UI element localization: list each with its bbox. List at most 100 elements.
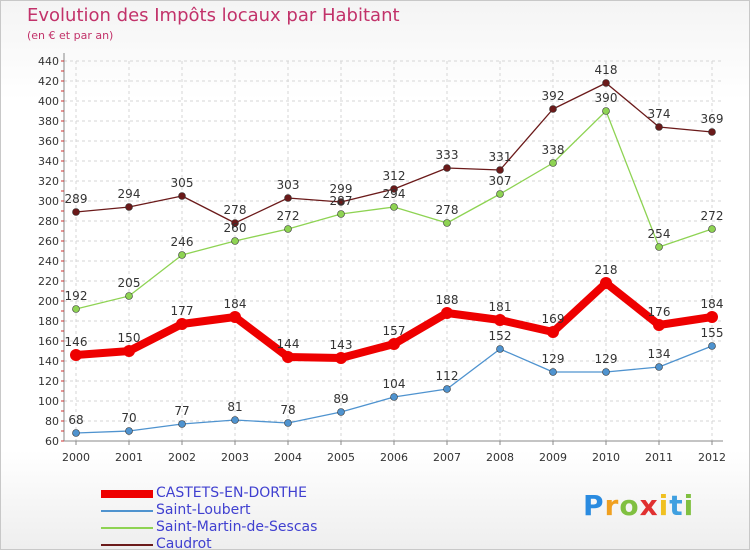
data-label: 150 [118,331,141,345]
data-point [231,416,239,424]
data-label: 246 [171,235,194,249]
data-point [390,185,398,193]
data-point [390,203,398,211]
data-point [335,352,347,364]
y-tick-label: 340 [38,155,59,168]
data-label: 278 [436,203,459,217]
legend-label: Caudrot [156,536,212,550]
y-tick-label: 220 [38,275,59,288]
data-point [655,243,663,251]
data-point [178,251,186,259]
brand-logo: Proxiti [583,489,694,522]
data-label: 294 [383,187,406,201]
data-point [125,427,133,435]
data-label: 287 [330,194,353,208]
data-point [231,237,239,245]
data-point [600,277,612,289]
brand-letter: x [639,489,659,522]
data-label: 299 [330,182,353,196]
data-label: 181 [489,300,512,314]
legend-label: Saint-Loubert [156,502,251,518]
data-label: 218 [595,263,618,277]
x-tick-label: 2006 [380,451,408,464]
data-label: 155 [701,326,724,340]
data-label: 303 [277,178,300,192]
data-label: 77 [174,404,189,418]
data-point [284,419,292,427]
data-point [653,319,665,331]
y-tick-label: 120 [38,375,59,388]
data-point [602,368,610,376]
data-point [602,107,610,115]
data-point [549,368,557,376]
y-tick-label: 260 [38,235,59,248]
data-label: 272 [277,209,300,223]
data-label: 157 [383,324,406,338]
x-tick-label: 2005 [327,451,355,464]
data-point [655,123,663,131]
data-label: 176 [648,305,671,319]
data-point [602,79,610,87]
x-tick-label: 2009 [539,451,567,464]
y-tick-label: 100 [38,395,59,408]
data-label: 289 [65,192,88,206]
data-point [708,225,716,233]
legend-swatch [101,509,153,512]
data-point [125,292,133,300]
x-tick-label: 2008 [486,451,514,464]
legend-swatch [101,526,153,529]
x-tick-label: 2001 [115,451,143,464]
data-label: 146 [65,335,88,349]
data-label: 184 [701,297,724,311]
y-tick-label: 380 [38,115,59,128]
data-label: 188 [436,293,459,307]
data-label: 68 [68,413,83,427]
data-label: 89 [333,392,348,406]
data-point [178,420,186,428]
data-point [72,305,80,313]
data-label: 205 [118,276,141,290]
data-point [547,326,559,338]
data-point [390,393,398,401]
data-label: 418 [595,63,618,77]
y-tick-label: 180 [38,315,59,328]
data-point [549,159,557,167]
data-label: 143 [330,338,353,352]
y-tick-label: 80 [45,415,59,428]
data-point [284,225,292,233]
y-tick-label: 440 [38,55,59,68]
data-point [496,190,504,198]
data-label: 333 [436,148,459,162]
y-tick-label: 160 [38,335,59,348]
y-tick-label: 300 [38,195,59,208]
y-tick-label: 140 [38,355,59,368]
brand-letter: t [669,489,684,522]
y-tick-label: 420 [38,75,59,88]
data-point [72,208,80,216]
data-point [443,385,451,393]
data-label: 307 [489,174,512,188]
data-point [388,338,400,350]
data-point [231,219,239,227]
data-label: 184 [224,297,247,311]
x-tick-label: 2000 [62,451,90,464]
data-label: 192 [65,289,88,303]
data-label: 260 [224,221,247,235]
data-label: 144 [277,337,300,351]
data-label: 369 [701,112,724,126]
data-point [72,429,80,437]
x-tick-label: 2002 [168,451,196,464]
brand-letter: i [658,489,670,522]
x-tick-label: 2011 [645,451,673,464]
data-point [708,128,716,136]
chart-subtitle: (en € et par an) [27,29,114,42]
data-point [176,318,188,330]
data-point [655,363,663,371]
brand-letter: o [619,489,640,522]
data-label: 392 [542,89,565,103]
data-point [337,198,345,206]
brand-letter: i [683,489,695,522]
x-tick-label: 2004 [274,451,302,464]
